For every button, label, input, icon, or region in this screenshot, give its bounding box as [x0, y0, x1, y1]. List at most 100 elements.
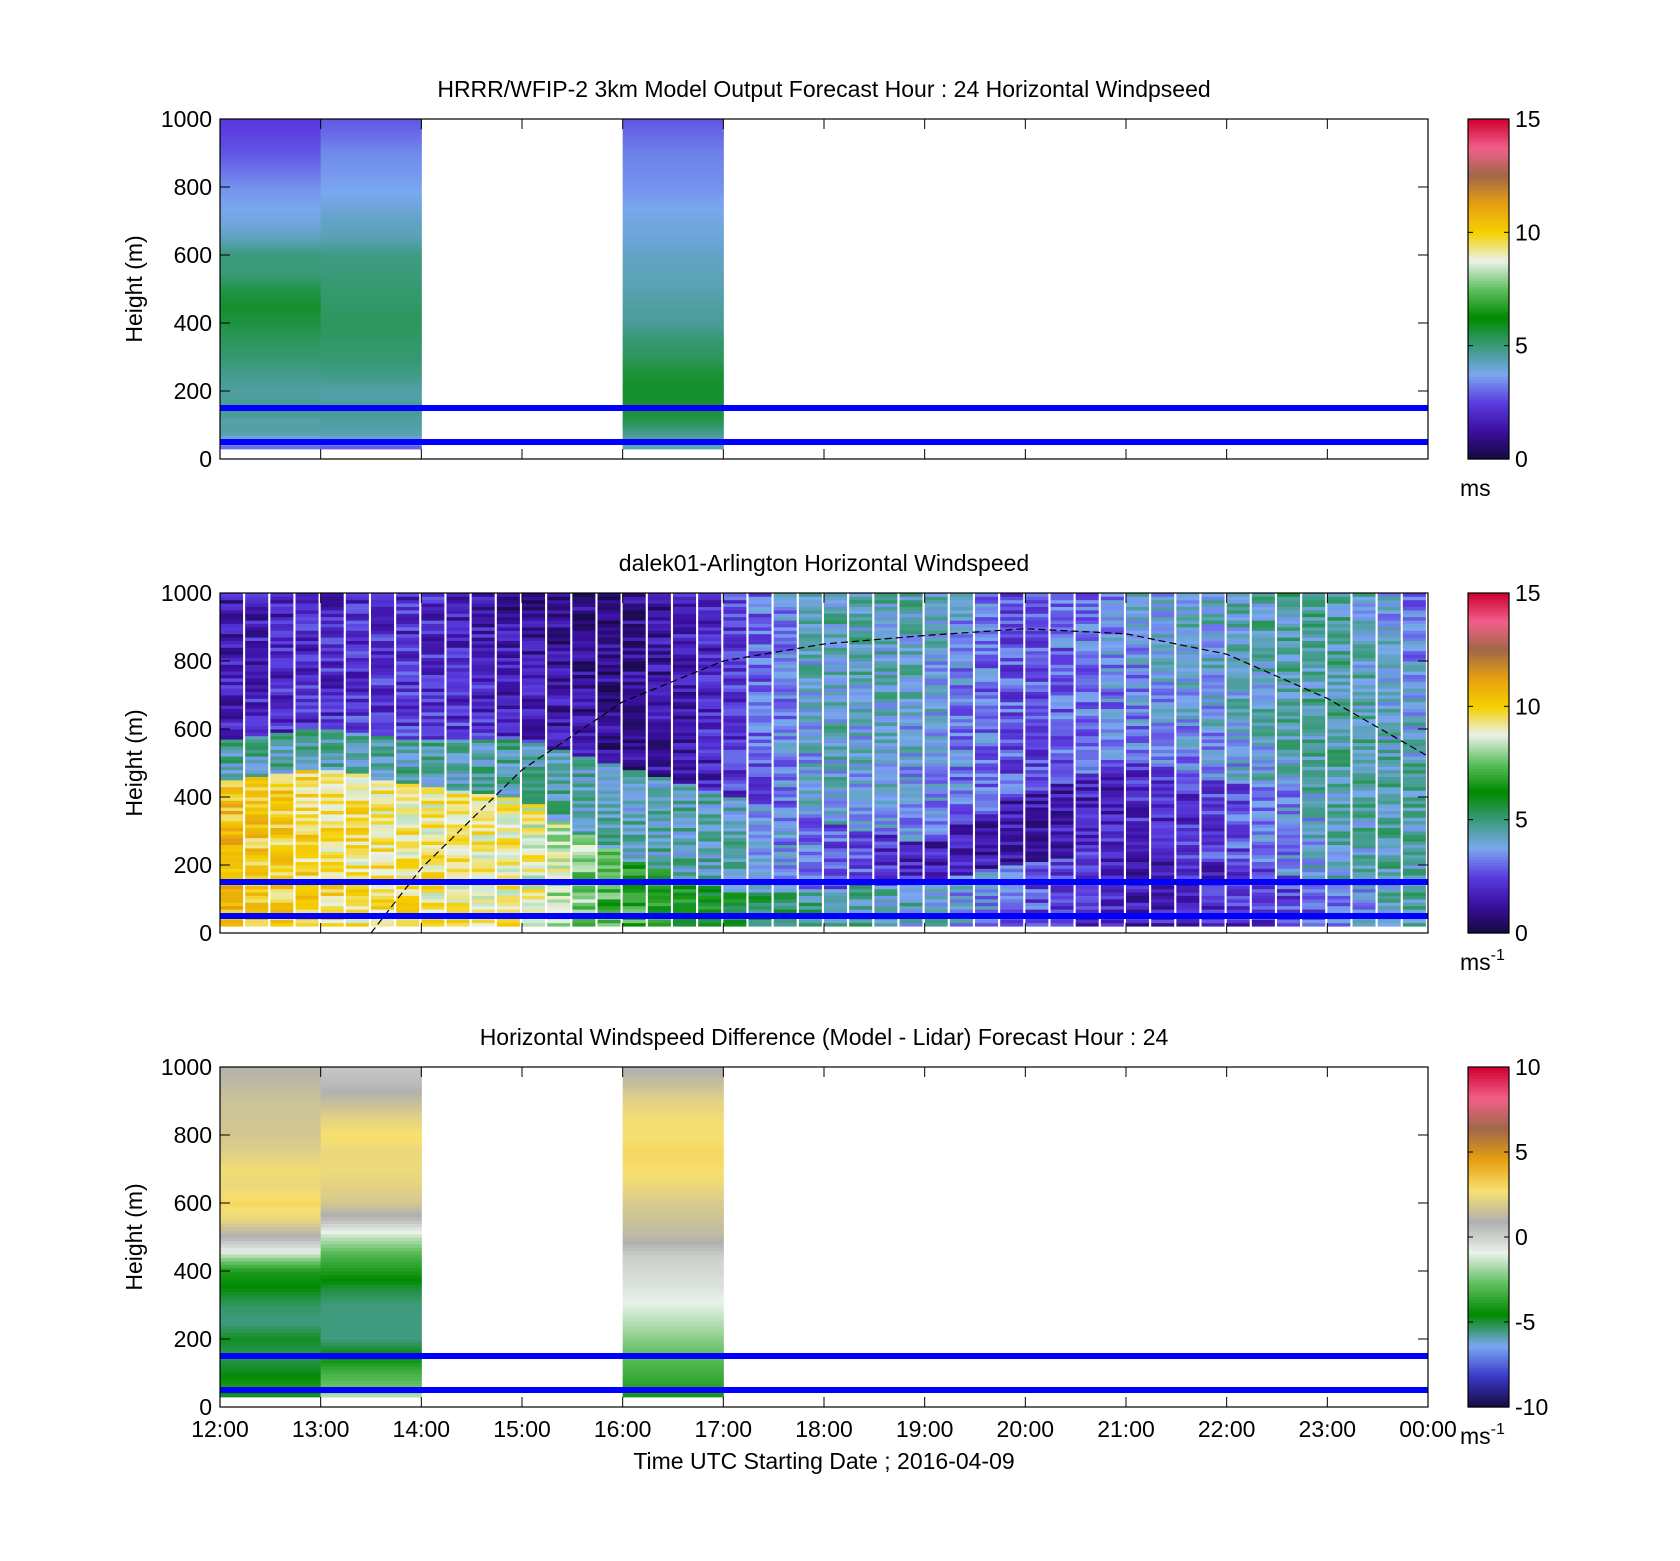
colorbar-segment: [1468, 303, 1509, 307]
heatmap-cell: [798, 705, 822, 709]
heatmap-cell: [773, 844, 797, 849]
heatmap-cell: [949, 610, 973, 614]
heatmap-cell: [522, 661, 546, 665]
heatmap-cell: [798, 725, 822, 730]
heatmap-cell: [1126, 613, 1150, 618]
heatmap-cell: [320, 664, 344, 669]
colorbar-segment: [1468, 385, 1509, 389]
heatmap-cell: [1025, 603, 1049, 607]
heatmap-cell: [1000, 674, 1024, 679]
heatmap-cell: [320, 837, 344, 842]
heatmap-cell: [371, 593, 395, 597]
heatmap-cell: [496, 759, 520, 764]
heatmap-cell: [1251, 875, 1275, 879]
heatmap-cell: [1025, 671, 1049, 675]
heatmap-cell: [1327, 732, 1351, 737]
heatmap-cell: [547, 657, 571, 662]
heatmap-cell: [698, 722, 722, 726]
heatmap-cell: [1075, 722, 1099, 726]
heatmap-cell: [1050, 705, 1074, 709]
heatmap-cell: [1025, 650, 1049, 655]
heatmap-cell: [1151, 627, 1175, 631]
heatmap-cell: [320, 705, 344, 709]
heatmap-cell: [773, 603, 797, 607]
heatmap-cell: [924, 871, 948, 876]
heatmap-cell: [1201, 661, 1225, 665]
heatmap-cell: [1176, 895, 1200, 900]
heatmap-cell: [270, 892, 294, 896]
heatmap-cell: [270, 844, 294, 849]
heatmap-cell: [220, 701, 244, 706]
heatmap-cell: [874, 844, 898, 849]
heatmap-cell: [496, 848, 520, 852]
heatmap-cell: [270, 752, 294, 757]
heatmap-cell: [1277, 871, 1301, 876]
heatmap-cell: [446, 861, 470, 866]
heatmap-cell: [673, 705, 697, 709]
heatmap-cell: [647, 763, 671, 767]
heatmap-cell: [949, 722, 973, 726]
heatmap-cell: [295, 810, 319, 815]
heatmap-cell: [345, 661, 369, 665]
heatmap-cell: [220, 149, 322, 154]
heatmap-cell: [773, 616, 797, 621]
heatmap-cell: [874, 780, 898, 784]
heatmap-cell: [320, 814, 344, 818]
heatmap-cell: [1000, 793, 1024, 798]
heatmap-cell: [622, 431, 724, 436]
heatmap-cell: [1151, 844, 1175, 849]
heatmap-cell: [723, 797, 747, 801]
heatmap-cell: [849, 803, 873, 808]
heatmap-cell: [824, 671, 848, 675]
heatmap-cell: [446, 793, 470, 798]
heatmap-cell: [1302, 871, 1326, 876]
heatmap-cell: [1277, 763, 1301, 767]
heatmap-cell: [270, 817, 294, 822]
heatmap-cell: [622, 302, 724, 307]
heatmap-cell: [471, 905, 495, 910]
heatmap-cell: [773, 610, 797, 614]
colorbar-segment: [1468, 187, 1509, 191]
heatmap-cell: [798, 722, 822, 726]
heatmap-cell: [1201, 773, 1225, 777]
heatmap-cell: [1226, 895, 1250, 900]
heatmap-cell: [849, 664, 873, 669]
heatmap-cell: [270, 691, 294, 696]
heatmap-cell: [773, 654, 797, 658]
heatmap-cell: [798, 650, 822, 655]
heatmap-cell: [496, 695, 520, 699]
heatmap-cell: [1050, 919, 1074, 924]
heatmap-cell: [1050, 650, 1074, 655]
heatmap-cell: [295, 756, 319, 760]
heatmap-cell: [773, 681, 797, 686]
heatmap-cell: [220, 377, 322, 382]
heatmap-cell: [295, 695, 319, 699]
heatmap-cell: [1201, 650, 1225, 655]
heatmap-cell: [748, 814, 772, 818]
heatmap-cell: [1201, 722, 1225, 726]
heatmap-cell: [1050, 749, 1074, 754]
heatmap-cell: [345, 606, 369, 611]
heatmap-cell: [597, 725, 621, 730]
heatmap-cell: [1176, 861, 1200, 866]
heatmap-cell: [1126, 667, 1150, 672]
heatmap-cell: [421, 827, 445, 832]
heatmap-cell: [345, 848, 369, 852]
heatmap-cell: [1226, 824, 1250, 828]
heatmap-cell: [1327, 899, 1351, 903]
heatmap-cell: [220, 841, 244, 845]
heatmap-cell: [522, 868, 546, 873]
heatmap-cell: [220, 902, 244, 907]
heatmap-cell: [371, 647, 395, 652]
heatmap-cell: [723, 739, 747, 743]
heatmap-cell: [824, 905, 848, 910]
heatmap-cell: [849, 837, 873, 842]
heatmap-cell: [270, 837, 294, 842]
heatmap-cell: [924, 749, 948, 754]
heatmap-cell: [647, 712, 671, 716]
heatmap-cell: [1050, 786, 1074, 791]
heatmap-cell: [220, 319, 322, 324]
heatmap-cell: [1075, 596, 1099, 601]
heatmap-cell: [1000, 902, 1024, 907]
heatmap-cell: [748, 732, 772, 737]
